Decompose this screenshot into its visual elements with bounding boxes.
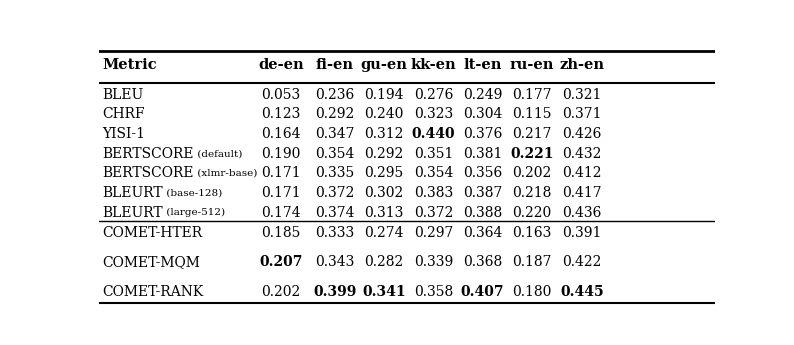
Text: 0.177: 0.177 (512, 88, 552, 101)
Text: 0.388: 0.388 (463, 206, 503, 220)
Text: 0.207: 0.207 (259, 255, 303, 269)
Text: lt-en: lt-en (464, 58, 502, 72)
Text: Metric: Metric (102, 58, 157, 72)
Text: 0.412: 0.412 (563, 166, 602, 180)
Text: 0.351: 0.351 (414, 147, 453, 161)
Text: 0.391: 0.391 (563, 226, 602, 240)
Text: 0.371: 0.371 (563, 107, 602, 121)
Text: 0.240: 0.240 (364, 107, 404, 121)
Text: 0.341: 0.341 (362, 285, 406, 299)
Text: 0.356: 0.356 (463, 166, 503, 180)
Text: 0.304: 0.304 (463, 107, 503, 121)
Text: (xlmr-base): (xlmr-base) (194, 169, 257, 178)
Text: 0.407: 0.407 (461, 285, 504, 299)
Text: ru-en: ru-en (510, 58, 554, 72)
Text: zh-en: zh-en (560, 58, 605, 72)
Text: fi-en: fi-en (316, 58, 354, 72)
Text: 0.220: 0.220 (512, 206, 552, 220)
Text: 0.185: 0.185 (261, 226, 300, 240)
Text: gu-en: gu-en (360, 58, 407, 72)
Text: 0.426: 0.426 (563, 127, 602, 141)
Text: 0.368: 0.368 (463, 255, 503, 269)
Text: 0.249: 0.249 (463, 88, 503, 101)
Text: 0.333: 0.333 (315, 226, 355, 240)
Text: BERTSCORE: BERTSCORE (102, 147, 194, 161)
Text: 0.422: 0.422 (563, 255, 602, 269)
Text: (default): (default) (194, 149, 242, 158)
Text: 0.295: 0.295 (364, 166, 404, 180)
Text: 0.417: 0.417 (562, 186, 602, 200)
Text: 0.323: 0.323 (414, 107, 453, 121)
Text: kk-en: kk-en (410, 58, 457, 72)
Text: 0.387: 0.387 (463, 186, 503, 200)
Text: 0.292: 0.292 (315, 107, 355, 121)
Text: BERTSCORE: BERTSCORE (102, 166, 194, 180)
Text: COMET-RANK: COMET-RANK (102, 285, 203, 299)
Text: 0.187: 0.187 (512, 255, 552, 269)
Text: 0.358: 0.358 (414, 285, 453, 299)
Text: 0.053: 0.053 (261, 88, 300, 101)
Text: 0.383: 0.383 (414, 186, 453, 200)
Text: 0.282: 0.282 (364, 255, 404, 269)
Text: 0.399: 0.399 (314, 285, 357, 299)
Text: 0.194: 0.194 (364, 88, 404, 101)
Text: BLEU: BLEU (102, 88, 144, 101)
Text: 0.174: 0.174 (261, 206, 301, 220)
Text: 0.236: 0.236 (315, 88, 355, 101)
Text: 0.292: 0.292 (364, 147, 404, 161)
Text: 0.164: 0.164 (261, 127, 300, 141)
Text: (base-128): (base-128) (163, 188, 222, 198)
Text: 0.354: 0.354 (315, 147, 355, 161)
Text: COMET-HTER: COMET-HTER (102, 226, 202, 240)
Text: 0.313: 0.313 (364, 206, 404, 220)
Text: 0.302: 0.302 (364, 186, 404, 200)
Text: 0.374: 0.374 (315, 206, 355, 220)
Text: 0.440: 0.440 (411, 127, 455, 141)
Text: 0.221: 0.221 (510, 147, 553, 161)
Text: 0.436: 0.436 (563, 206, 602, 220)
Text: 0.372: 0.372 (315, 186, 355, 200)
Text: 0.123: 0.123 (261, 107, 300, 121)
Text: 0.115: 0.115 (512, 107, 552, 121)
Text: 0.343: 0.343 (315, 255, 355, 269)
Text: de-en: de-en (258, 58, 303, 72)
Text: 0.180: 0.180 (512, 285, 552, 299)
Text: (large-512): (large-512) (163, 208, 225, 217)
Text: 0.445: 0.445 (561, 285, 604, 299)
Text: BLEURT: BLEURT (102, 206, 163, 220)
Text: 0.432: 0.432 (563, 147, 602, 161)
Text: 0.202: 0.202 (261, 285, 300, 299)
Text: 0.171: 0.171 (261, 186, 301, 200)
Text: 0.297: 0.297 (414, 226, 453, 240)
Text: BLEURT: BLEURT (102, 186, 163, 200)
Text: 0.217: 0.217 (512, 127, 552, 141)
Text: 0.163: 0.163 (512, 226, 552, 240)
Text: 0.381: 0.381 (463, 147, 503, 161)
Text: 0.372: 0.372 (414, 206, 453, 220)
Text: 0.321: 0.321 (563, 88, 602, 101)
Text: 0.190: 0.190 (261, 147, 300, 161)
Text: 0.347: 0.347 (315, 127, 355, 141)
Text: 0.376: 0.376 (463, 127, 503, 141)
Text: YISI-1: YISI-1 (102, 127, 145, 141)
Text: 0.335: 0.335 (315, 166, 355, 180)
Text: 0.218: 0.218 (512, 186, 552, 200)
Text: CHRF: CHRF (102, 107, 145, 121)
Text: COMET-MQM: COMET-MQM (102, 255, 200, 269)
Text: 0.312: 0.312 (364, 127, 404, 141)
Text: 0.354: 0.354 (414, 166, 453, 180)
Text: 0.276: 0.276 (414, 88, 453, 101)
Text: 0.339: 0.339 (414, 255, 453, 269)
Text: 0.202: 0.202 (512, 166, 552, 180)
Text: 0.274: 0.274 (364, 226, 404, 240)
Text: 0.171: 0.171 (261, 166, 301, 180)
Text: 0.364: 0.364 (463, 226, 503, 240)
